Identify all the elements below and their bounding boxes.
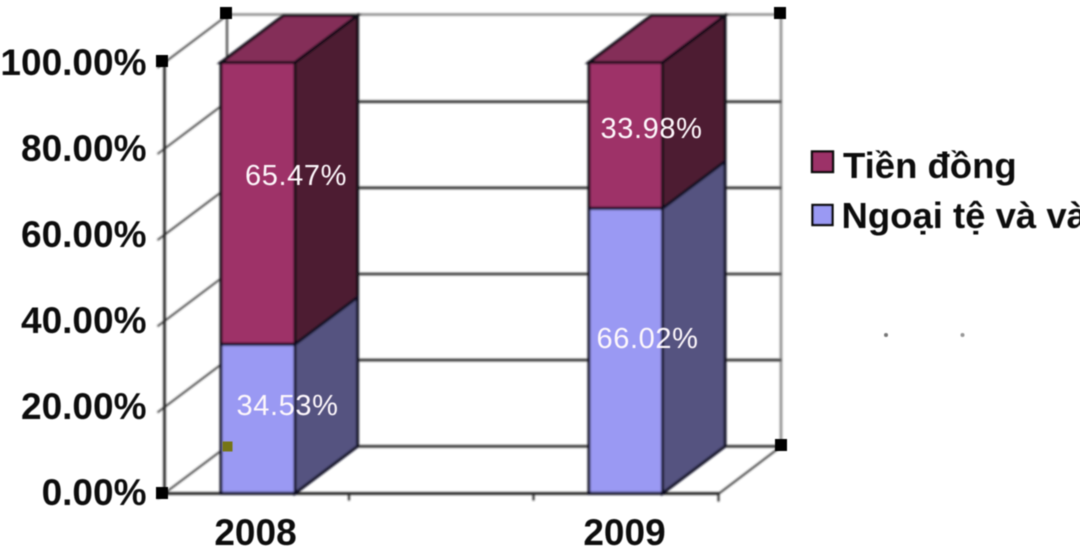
svg-text:80.00%: 80.00% (21, 128, 147, 169)
svg-text:2008: 2008 (214, 512, 296, 553)
svg-text:40.00%: 40.00% (21, 300, 147, 341)
svg-text:0.00%: 0.00% (42, 472, 147, 513)
svg-text:65.47%: 65.47% (245, 160, 347, 192)
svg-text:33.98%: 33.98% (601, 113, 703, 145)
svg-text:100.00%: 100.00% (0, 42, 146, 83)
svg-text:Ngoại tệ và vàng: Ngoại tệ và vàng (842, 195, 1080, 236)
svg-text:60.00%: 60.00% (21, 214, 147, 255)
svg-text:20.00%: 20.00% (21, 386, 147, 427)
svg-text:66.02%: 66.02% (597, 323, 699, 355)
svg-text:2009: 2009 (583, 512, 665, 553)
svg-text:34.53%: 34.53% (237, 390, 339, 422)
svg-text:Tiền đồng: Tiền đồng (843, 145, 1017, 186)
